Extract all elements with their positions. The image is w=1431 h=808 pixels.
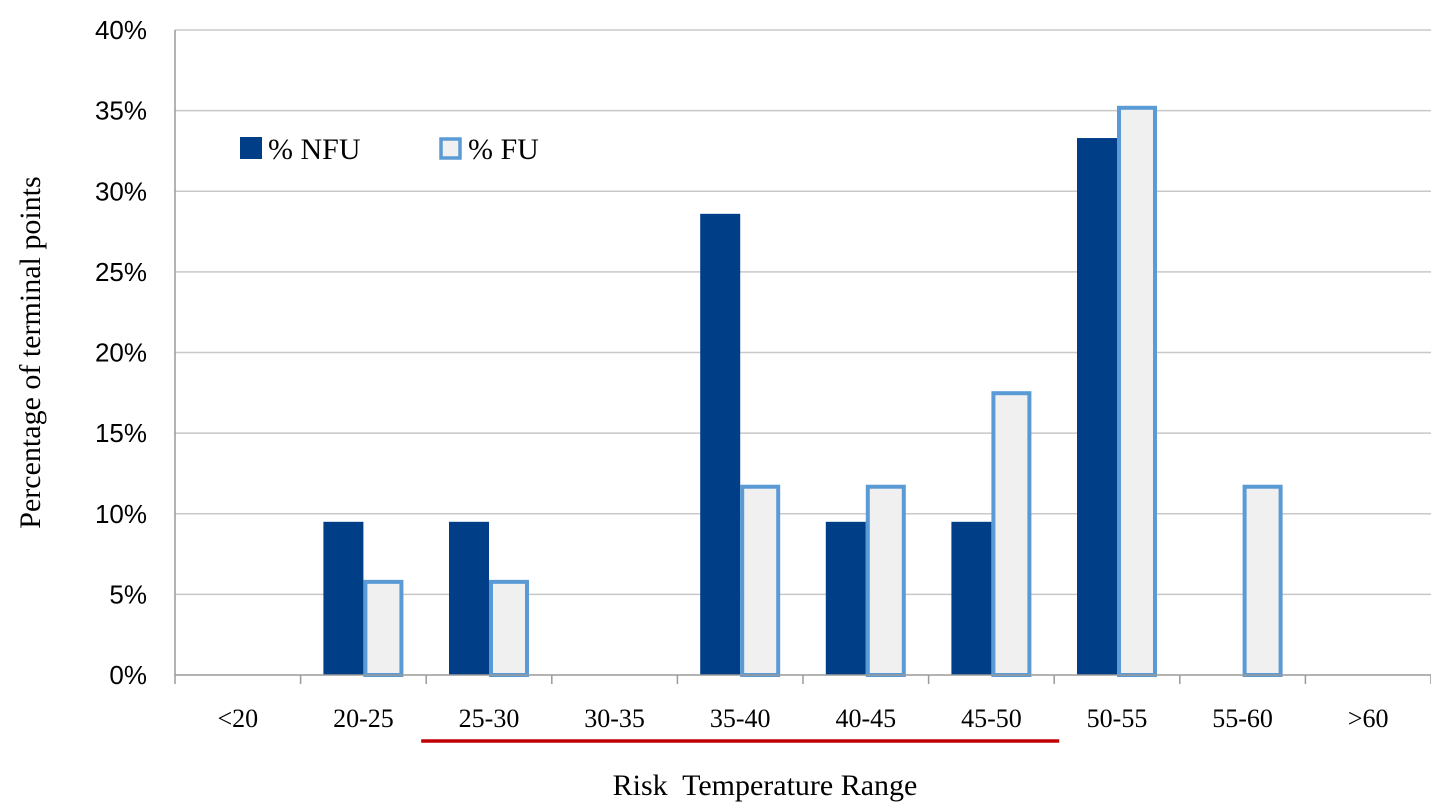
x-tick-labels: <20 20-25 25-30 30-35 35-40 40-45 45-50 50-55 55… xyxy=(217,704,1388,733)
legend-label-fu: % FU xyxy=(468,133,539,166)
bar-nfu-1 xyxy=(323,521,364,675)
legend-label-nfu: % NFU xyxy=(268,133,361,166)
x-tick-label: 20-25 xyxy=(333,704,394,733)
y-tick-label: 15% xyxy=(95,418,147,448)
bar-fu-8 xyxy=(1242,484,1283,677)
legend: % NFU % FU xyxy=(240,133,539,166)
y-axis-title: Percentage of terminal points xyxy=(14,176,47,528)
bar-fu-4 xyxy=(740,484,781,677)
legend-swatch-nfu xyxy=(240,137,262,159)
y-tick-label: 40% xyxy=(95,15,147,45)
y-tick-label: 10% xyxy=(95,499,147,529)
y-tick-label: 30% xyxy=(95,176,147,206)
y-tick-label: 20% xyxy=(95,338,147,368)
y-tick-label: 35% xyxy=(95,96,147,126)
x-tick-label: <20 xyxy=(217,704,258,733)
x-tick-label: 45-50 xyxy=(961,704,1022,733)
y-tick-labels: 0% 5% 10% 15% 20% 25% 30% 35% 40% xyxy=(95,15,147,690)
x-axis-title: Risk Temperature Range xyxy=(613,769,918,802)
bar-nfu-7 xyxy=(1077,138,1117,676)
x-tick-label: 35-40 xyxy=(710,704,771,733)
bar-nfu-2 xyxy=(449,521,489,675)
x-tick-label: 40-45 xyxy=(835,704,896,733)
y-tick-label: 0% xyxy=(109,660,147,690)
x-tick-label: 55-60 xyxy=(1212,704,1273,733)
bars xyxy=(323,105,1283,678)
x-axis xyxy=(174,674,1431,684)
x-tick-label: 50-55 xyxy=(1087,704,1148,733)
bar-fu-6 xyxy=(991,391,1032,677)
bar-fu-5 xyxy=(865,484,906,677)
legend-swatch-fu xyxy=(439,137,462,160)
bar-fu-7 xyxy=(1117,105,1157,678)
bar-fu-2 xyxy=(489,579,529,677)
x-tick-label: >60 xyxy=(1348,704,1389,733)
y-tick-label: 25% xyxy=(95,257,147,287)
bar-fu-1 xyxy=(363,579,404,677)
x-tick-label: 30-35 xyxy=(584,704,645,733)
bar-nfu-4 xyxy=(700,213,741,675)
bar-nfu-5 xyxy=(825,521,866,675)
bar-nfu-6 xyxy=(951,521,992,675)
x-tick-label: 25-30 xyxy=(459,704,520,733)
gridlines xyxy=(174,29,1431,675)
y-tick-label: 5% xyxy=(109,579,147,609)
